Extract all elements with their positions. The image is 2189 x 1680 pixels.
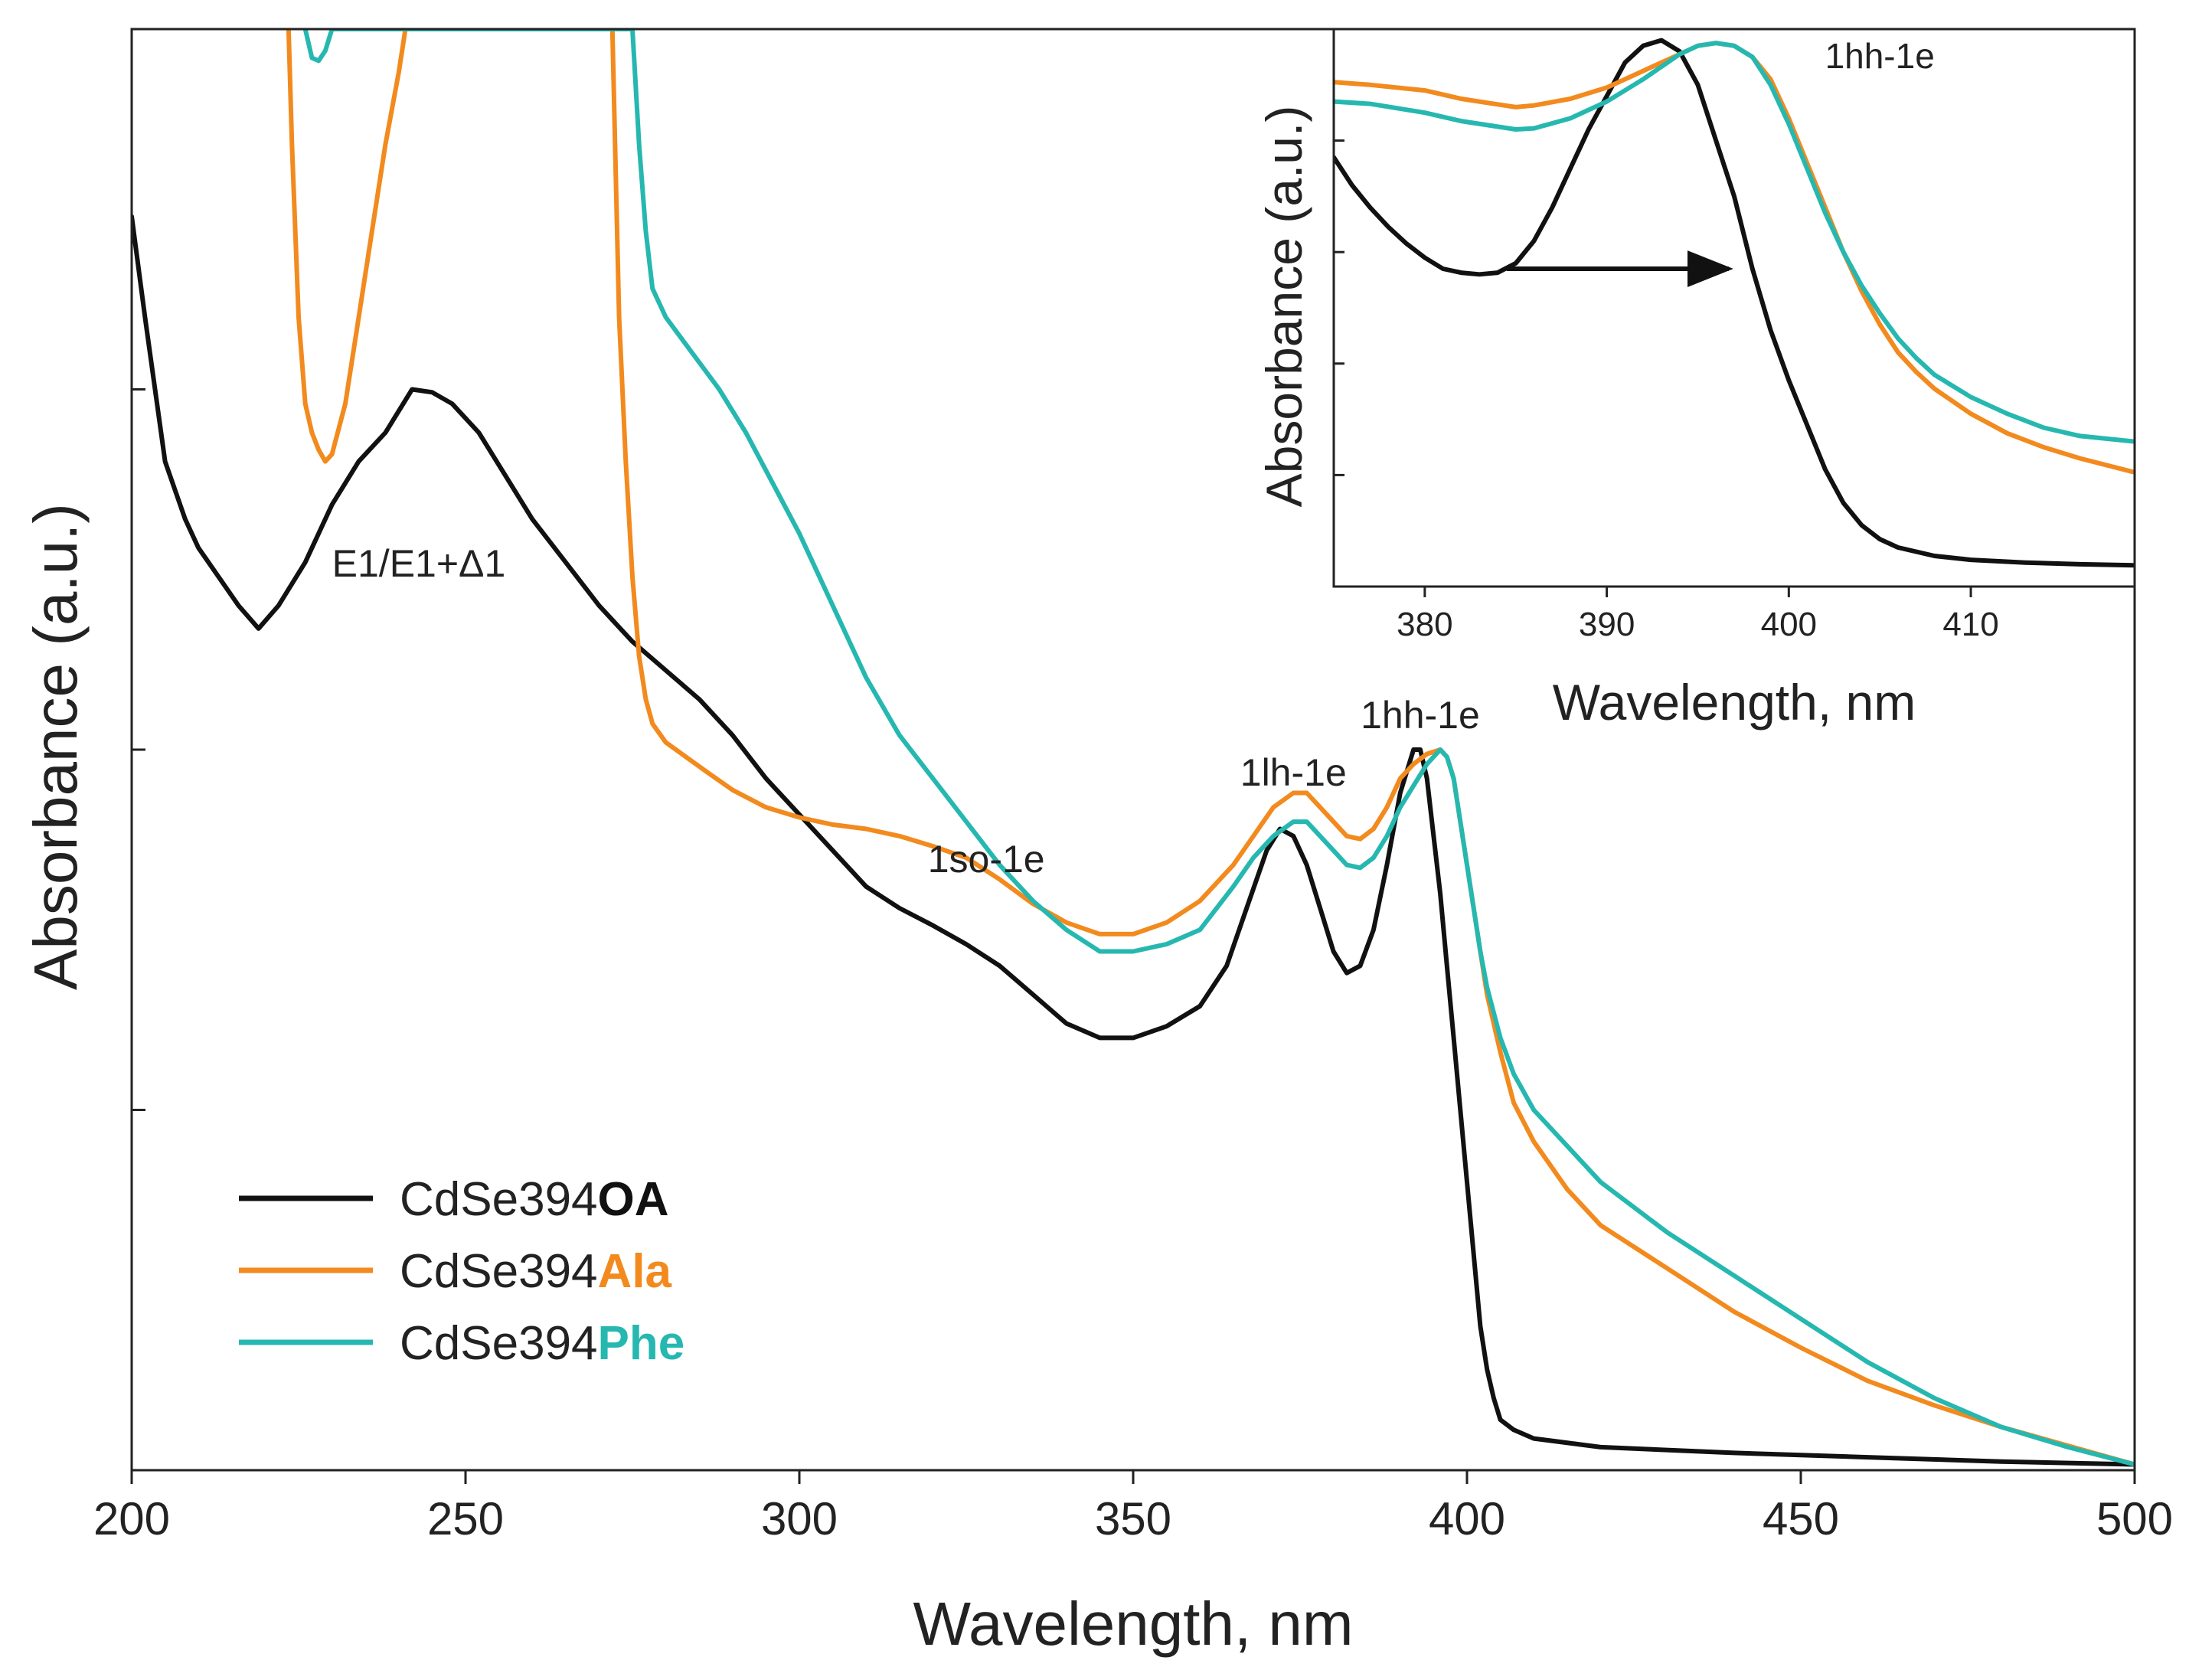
- main-annotation: E1/E1+Δ1: [332, 542, 506, 585]
- inset-x-axis-label: Wavelength, nm: [1553, 674, 1916, 731]
- main-annotation: 1hh-1e: [1361, 694, 1480, 737]
- main-x-tick-label: 500: [2096, 1493, 2173, 1544]
- inset-series-line-cdse394oa: [1334, 38, 2135, 568]
- inset-x-tick-label: 380: [1397, 606, 1452, 643]
- main-x-tick-label: 450: [1763, 1493, 1839, 1544]
- main-x-axis-label: Wavelength, nm: [913, 1590, 1353, 1658]
- inset-x-tick-label: 390: [1579, 606, 1635, 643]
- main-series-line-cdse394ala: [286, 29, 2135, 1467]
- main-x-tick-label: 350: [1095, 1493, 1171, 1544]
- inset-annotations: 1hh-1e: [1506, 36, 1935, 288]
- main-annotations: E1/E1+Δ1 1so-1e 1lh-1e 1hh-1e: [332, 542, 1480, 881]
- main-annotation: 1so-1e: [928, 838, 1045, 881]
- main-x-tick-label: 200: [93, 1493, 170, 1544]
- legend-suffix: Ala: [598, 1245, 672, 1298]
- main-series-group: [132, 29, 2135, 1467]
- inset-annotation: 1hh-1e: [1825, 36, 1935, 76]
- main-series-line-cdse394oa: [132, 214, 2135, 1467]
- main-y-axis-label: Absorbance (a.u.): [21, 503, 90, 990]
- inset-series-group: [1334, 38, 2135, 568]
- main-chart: 200 250 300 350 400 450 500 E1/E1+Δ1 1so-1e 1lh-…: [21, 28, 2173, 1658]
- legend-prefix: CdSe394: [400, 1317, 598, 1370]
- main-x-tick-label: 400: [1429, 1493, 1505, 1544]
- main-x-tick-label: 300: [761, 1493, 838, 1544]
- inset-x-tick-label: 410: [1942, 606, 1998, 643]
- legend-entry-phe: CdSe394Phe: [400, 1317, 684, 1370]
- main-annotation: 1lh-1e: [1240, 751, 1347, 794]
- inset-series-line-cdse394phe: [1334, 41, 2135, 444]
- legend-prefix: CdSe394: [400, 1245, 598, 1298]
- inset-frame-background: [1334, 29, 2135, 587]
- inset-x-tick-label: 400: [1761, 606, 1817, 643]
- main-axes: 200 250 300 350 400 450 500: [93, 28, 2173, 1544]
- inset-axes: 380 390 400 410: [1332, 28, 2136, 643]
- inset-chart: 380 390 400 410 1hh-1e Wavelength, nm Absor…: [1256, 28, 2136, 731]
- legend-suffix: OA: [598, 1173, 669, 1226]
- main-x-tick-label: 250: [427, 1493, 504, 1544]
- legend-entry-oa: CdSe394OA: [400, 1173, 669, 1226]
- legend-prefix: CdSe394: [400, 1173, 598, 1226]
- legend-suffix: Phe: [598, 1317, 685, 1370]
- inset-y-axis-label: Absorbance (a.u.): [1256, 106, 1312, 508]
- main-series-line-cdse394phe: [302, 29, 2135, 1467]
- inset-plot-frame: [1332, 28, 2136, 588]
- legend-entry-ala: CdSe394Ala: [400, 1245, 672, 1298]
